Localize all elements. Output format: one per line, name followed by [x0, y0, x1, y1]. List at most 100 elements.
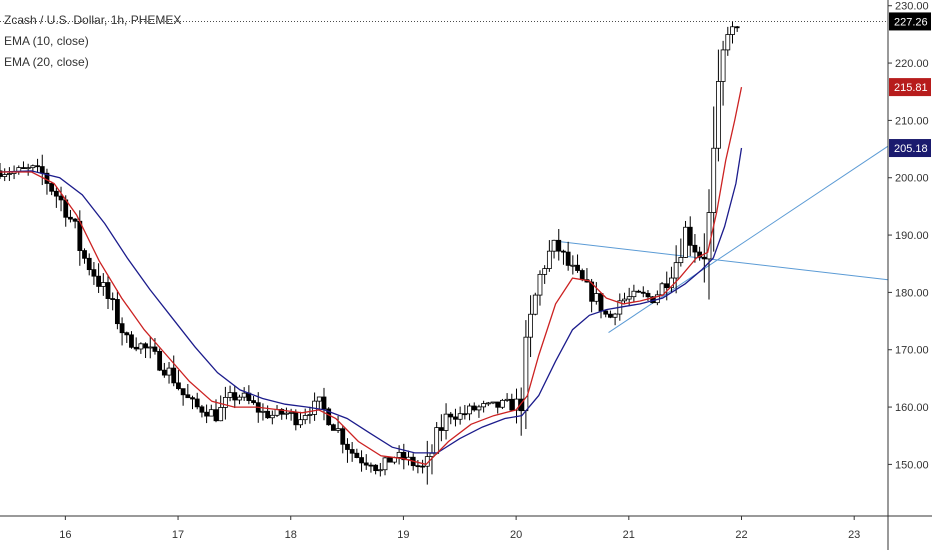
candle [185, 383, 191, 399]
candle [53, 187, 59, 208]
candle-body [664, 283, 670, 289]
candle [72, 218, 78, 229]
candle-body [542, 268, 548, 275]
candle-body [734, 26, 740, 29]
candle-body [35, 165, 40, 168]
candle [0, 163, 3, 179]
candle [697, 246, 703, 261]
candle-body [504, 398, 510, 401]
candle-body [518, 398, 524, 412]
ema10-badge: 215.81 [889, 78, 931, 97]
candle [373, 464, 379, 475]
candle-body [490, 401, 496, 404]
candle [565, 241, 571, 271]
candle [598, 293, 604, 319]
candle-body [204, 411, 209, 417]
candle [237, 394, 242, 405]
symbol-title[interactable]: Zcash / U.S. Dollar, 1h, PHEMEX [4, 13, 182, 27]
candle-body [589, 281, 595, 302]
candle [716, 49, 721, 162]
candle [570, 255, 576, 275]
candle-body [147, 346, 153, 349]
candle-body [509, 398, 515, 411]
candle [476, 404, 482, 418]
candle [401, 443, 407, 470]
candle-body [448, 413, 454, 418]
trendline[interactable] [608, 145, 889, 333]
candle-body [269, 414, 275, 419]
candle [734, 25, 740, 32]
candle [49, 181, 55, 196]
candle [434, 422, 440, 455]
candle-body [659, 283, 665, 296]
candle-body [716, 81, 721, 149]
candle [326, 407, 332, 426]
candle-body [307, 414, 313, 416]
candle [363, 454, 369, 470]
candle [481, 400, 487, 413]
ema20-legend[interactable]: EMA (20, close) [4, 55, 89, 69]
candle [96, 263, 102, 293]
candle [354, 448, 360, 459]
candle [608, 310, 613, 319]
x-tick-label: 16 [59, 529, 71, 541]
candle [556, 229, 562, 261]
candle-body [161, 369, 167, 376]
candle-body [556, 239, 562, 252]
candle [16, 165, 22, 175]
candle [551, 239, 557, 259]
candle-body [100, 282, 106, 287]
candle [246, 385, 252, 405]
candle [359, 450, 364, 472]
candle [673, 245, 679, 294]
candle [307, 406, 313, 424]
candle-body [387, 457, 393, 463]
candle-body [396, 451, 402, 458]
candle-body [288, 412, 294, 414]
candle-body [293, 412, 299, 426]
candle [467, 403, 472, 421]
candle-body [321, 396, 327, 410]
candle [387, 457, 393, 463]
candle-body [500, 399, 505, 408]
ema10-legend[interactable]: EMA (10, close) [4, 34, 89, 48]
candle-body [129, 334, 134, 348]
candle-body [683, 226, 688, 258]
candle-body [359, 457, 364, 464]
candle-body [82, 250, 87, 259]
candle [161, 362, 167, 378]
candle [110, 292, 116, 311]
candle [208, 404, 214, 417]
chart-legend: Zcash / U.S. Dollar, 1h, PHEMEX EMA (10,… [4, 10, 181, 73]
candle-body [598, 293, 604, 312]
x-tick-label: 19 [397, 529, 409, 541]
candle [157, 348, 163, 372]
candle [340, 425, 346, 454]
candle-body [96, 275, 102, 287]
candle-body [462, 413, 468, 416]
candle [105, 274, 111, 309]
candle [82, 248, 87, 264]
candle-body [110, 298, 116, 300]
candle [39, 154, 45, 186]
candle-body [528, 313, 533, 338]
candle [284, 407, 289, 420]
last-price-badge-label: 227.26 [894, 16, 928, 28]
candle [692, 234, 698, 263]
candle [720, 40, 726, 106]
trendline[interactable] [552, 240, 889, 281]
candle-body [302, 415, 308, 421]
candle-body [194, 398, 200, 408]
candle [532, 292, 538, 316]
candle [138, 342, 144, 354]
candle-body [687, 226, 693, 246]
y-tick-label: 170.00 [895, 345, 929, 357]
candle-body [279, 409, 285, 415]
candle-body [39, 166, 45, 174]
candle [678, 238, 684, 267]
candle-body [546, 250, 552, 269]
ema20-badge-box [889, 139, 931, 158]
candle [406, 450, 411, 466]
